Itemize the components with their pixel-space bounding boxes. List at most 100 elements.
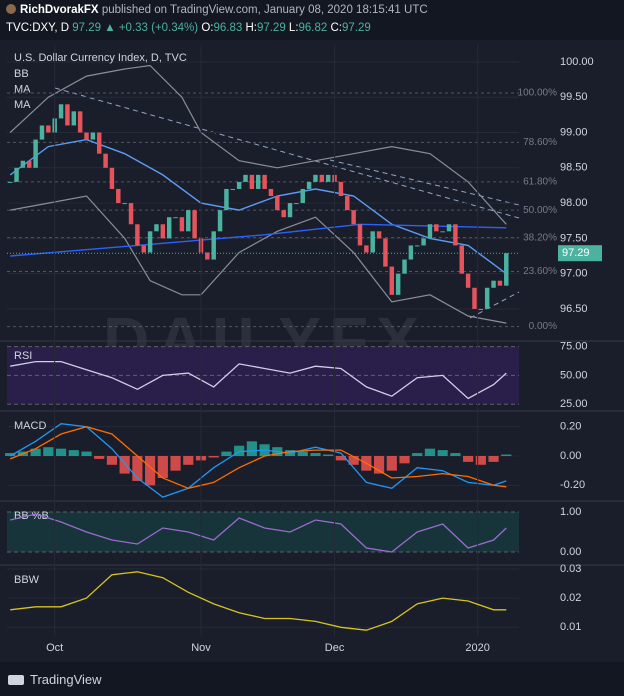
candle (77, 111, 83, 133)
candle (179, 217, 185, 232)
histogram-bar (310, 453, 321, 456)
panel-title: BB %B (14, 510, 49, 522)
ohlc-value: 97.29 (256, 22, 286, 34)
histogram-bar (297, 451, 308, 456)
candle (39, 125, 45, 140)
histogram-bar (323, 454, 334, 456)
trend-line (469, 291, 520, 319)
candle (300, 188, 305, 204)
histogram-bar (234, 445, 245, 456)
histogram-bar (348, 456, 359, 465)
histogram-bar (437, 450, 448, 456)
candle (217, 210, 223, 232)
candle (160, 224, 166, 239)
candle (122, 203, 127, 205)
candle (224, 188, 229, 211)
ma-line (9, 138, 507, 275)
candle (166, 217, 172, 239)
published: published on TradingView.com, January 08… (101, 4, 428, 16)
candle (58, 104, 64, 119)
candle (211, 231, 216, 260)
change: ▲ +0.33 (+0.34%) (104, 22, 199, 34)
y-tick-label: 97.50 (560, 232, 588, 244)
candle (459, 245, 464, 274)
candle (154, 224, 159, 232)
histogram-bar (221, 451, 232, 456)
candle (71, 111, 77, 126)
candle (306, 181, 312, 189)
histogram-bar (81, 451, 92, 456)
candle (287, 203, 293, 218)
candle (478, 308, 484, 310)
histogram-bar (450, 453, 461, 456)
histogram-bar (335, 456, 347, 461)
indicator-line (10, 571, 507, 631)
band-fill (7, 512, 519, 552)
legend-entry: BB (14, 68, 29, 80)
candle (497, 280, 503, 286)
histogram-bar (463, 456, 474, 462)
candle (294, 203, 299, 205)
candle (46, 125, 51, 133)
legend-entry: MA (14, 99, 31, 111)
candle (472, 287, 477, 309)
candle (364, 245, 369, 253)
chart: DAILYFX 96.5097.0097.5098.0098.5099.0099… (0, 40, 624, 662)
candle (128, 203, 134, 225)
y-tick-label: 100.00 (560, 56, 594, 68)
candle (27, 160, 32, 168)
y-tick-label: 50.00 (560, 369, 588, 381)
x-tick-label: Nov (191, 642, 211, 654)
candle (103, 153, 108, 168)
symbol: TVC:DXY, D (6, 22, 70, 34)
candle (408, 245, 414, 260)
histogram-bar (43, 447, 54, 456)
fib-label: 0.00% (529, 321, 557, 332)
candle (84, 132, 89, 140)
last: 97.29 (72, 22, 102, 34)
fib-label: 100.00% (518, 88, 558, 99)
y-tick-label: 96.50 (560, 303, 588, 315)
bb-lower (10, 195, 507, 324)
y-tick-label: 99.00 (560, 126, 588, 138)
y-tick-label: -0.20 (560, 479, 585, 491)
candle (376, 231, 382, 239)
header-line: RichDvorakFX published on TradingView.co… (6, 4, 428, 16)
candle (434, 224, 439, 232)
candle (192, 210, 197, 239)
macd-line (9, 426, 507, 489)
candle (402, 259, 407, 274)
macd-line (9, 423, 507, 498)
candle (205, 252, 210, 260)
y-tick-label: 0.00 (560, 450, 581, 462)
histogram-bar (30, 448, 41, 456)
candle (65, 104, 70, 126)
panel-title: MACD (14, 420, 46, 432)
candle (7, 181, 13, 183)
candle (338, 181, 344, 197)
candle (351, 210, 356, 225)
candle (313, 174, 318, 182)
candle (484, 287, 490, 309)
candle (319, 174, 325, 182)
candle (262, 174, 267, 189)
histogram-bar (183, 456, 194, 465)
histogram-bar (5, 453, 16, 456)
fib-label: 61.80% (523, 177, 557, 188)
candle (504, 253, 509, 286)
indicator-line (10, 360, 507, 400)
histogram-bar (157, 456, 168, 478)
candle (249, 174, 255, 189)
fib-label: 78.60% (523, 137, 557, 148)
candle (421, 238, 426, 246)
y-tick-label: 97.00 (560, 268, 588, 280)
histogram-bar (373, 456, 385, 474)
candle (268, 188, 274, 197)
candle (186, 210, 191, 232)
x-tick-label: 2020 (465, 642, 489, 654)
y-tick-label: 99.50 (560, 91, 588, 103)
y-tick-label: 0.00 (560, 546, 581, 558)
ohlc-label: H: (245, 22, 257, 34)
histogram-bar (94, 456, 105, 459)
candle (370, 231, 375, 253)
